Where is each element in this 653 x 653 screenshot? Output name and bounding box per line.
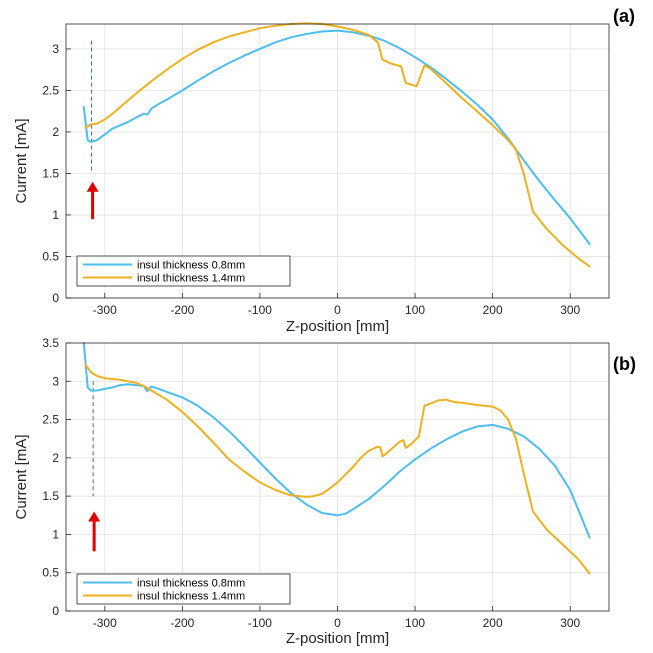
x-tick-label: 0 [334, 303, 341, 317]
x-tick-label: 100 [405, 616, 425, 630]
ticks-b: -300 -200 -100 0 100 200 300 0 0.5 1 1.5 2 2.5 3 3.5 [42, 336, 580, 630]
legend-box-b [76, 573, 291, 605]
x-tick-label: -100 [248, 303, 272, 317]
panel-label-b: (b) [613, 354, 636, 374]
panel-label-a: (a) [613, 6, 635, 26]
legend-label-b-1: insul thickness 1.4mm [137, 591, 245, 603]
y-tick-label: 0 [52, 604, 59, 618]
y-tick-label: 1 [52, 527, 59, 541]
legend-a: insul thickness 0.8mm insul thickness 1.… [76, 255, 291, 287]
y-tick-label: 0 [52, 291, 59, 305]
red-arrow-head [88, 511, 101, 522]
x-tick-label: 200 [483, 616, 503, 630]
y-tick-label: 1.5 [42, 489, 59, 503]
y-tick-label: 2.5 [42, 83, 59, 97]
y-axis-label-a: Current [mA] [13, 118, 30, 203]
x-axis-label-b: Z-position [mm] [286, 630, 389, 647]
y-tick-label: 2 [52, 125, 59, 139]
x-tick-label: 100 [405, 303, 425, 317]
y-tick-label: 1.5 [42, 166, 59, 180]
x-tick-label: 0 [334, 616, 341, 630]
series-group-a [82, 22, 591, 268]
x-tick-label: 200 [483, 303, 503, 317]
y-tick-label: 2.5 [42, 413, 59, 427]
legend-box-a [76, 255, 291, 287]
x-tick-label: -200 [170, 303, 194, 317]
y-tick-label: 0.5 [42, 566, 59, 580]
series-line-b-1 [84, 363, 591, 575]
chart-panel-b: -300 -200 -100 0 100 200 300 0 0.5 1 1.5 2 2.5 3 3.5 Z… [13, 336, 636, 647]
y-tick-label: 3 [52, 374, 59, 388]
y-tick-label: 3.5 [42, 336, 59, 350]
series-line-b-0 [82, 342, 591, 539]
y-axis-label-b: Current [mA] [13, 434, 30, 519]
legend-label-b-0: insul thickness 0.8mm [137, 578, 245, 590]
x-tick-label: 300 [560, 303, 580, 317]
y-tick-label: 2 [52, 451, 59, 465]
red-arrow-head [86, 181, 99, 192]
chart-panel-a: -300 -200 -100 0 100 200 300 0 0.5 1 1.5 2 2.5 3 Z-po… [13, 6, 635, 335]
y-tick-label: 0.5 [42, 249, 59, 263]
x-tick-label: 300 [560, 616, 580, 630]
marker-a [86, 40, 99, 220]
x-tick-label: -100 [248, 616, 272, 630]
x-tick-label: -300 [93, 616, 117, 630]
series-line-a-1 [84, 22, 591, 268]
legend-label-a-0: insul thickness 0.8mm [137, 260, 245, 272]
legend-b: insul thickness 0.8mm insul thickness 1.… [76, 573, 291, 605]
x-tick-label: -200 [170, 616, 194, 630]
series-group-b [82, 342, 591, 575]
legend-label-a-1: insul thickness 1.4mm [137, 273, 245, 285]
series-line-a-0 [82, 29, 591, 245]
y-tick-label: 3 [52, 42, 59, 56]
ticks-a: -300 -200 -100 0 100 200 300 0 0.5 1 1.5 2 2.5 3 [42, 42, 580, 317]
x-axis-label-a: Z-position [mm] [286, 318, 389, 335]
marker-b [88, 381, 101, 552]
y-tick-label: 1 [52, 208, 59, 222]
x-tick-label: -300 [93, 303, 117, 317]
